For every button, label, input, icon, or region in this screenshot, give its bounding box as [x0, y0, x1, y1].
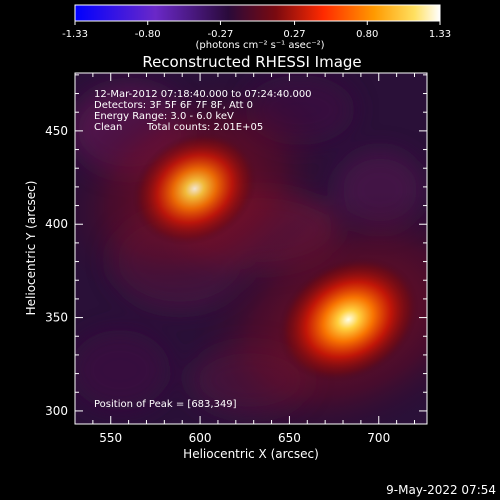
footer-date: 9-May-2022 07:54 — [386, 483, 496, 497]
source-layer — [75, 73, 427, 424]
energy-label: Energy Range: 3.0 - 6.0 keV — [94, 111, 234, 122]
axis-ticks: 550 600 650 700 300 350 400 450 — [45, 73, 427, 445]
chart-title: Reconstructed RHESSI Image — [142, 53, 361, 71]
colorbar-tick-label: -1.33 — [62, 29, 88, 40]
source-1 — [132, 132, 258, 246]
colorbar-tick-label: 0.80 — [356, 29, 378, 40]
colorbar-units: (photons cm⁻² s⁻¹ asec⁻²) — [195, 40, 324, 51]
colorbar — [74, 4, 441, 22]
peak-position-label: Position of Peak = [683,349] — [94, 399, 237, 410]
x-tick-label: 550 — [99, 431, 122, 445]
y-tick-label: 350 — [45, 311, 68, 325]
colorbar-tick-label: -0.80 — [135, 29, 161, 40]
colorbar-ticks: -1.33 -0.80 -0.27 0.27 0.80 1.33 — [62, 21, 451, 40]
method-label: Clean — [94, 122, 122, 133]
time-range-label: 12-Mar-2012 07:18:40.000 to 07:24:40.000 — [94, 89, 312, 100]
y-tick-label: 400 — [45, 217, 68, 231]
colorbar-tick-label: 1.33 — [429, 29, 451, 40]
y-tick-label: 300 — [45, 404, 68, 418]
y-tick-label: 450 — [45, 124, 68, 138]
detectors-label: Detectors: 3F 5F 6F 7F 8F, Att 0 — [94, 100, 253, 111]
y-axis-label: Heliocentric Y (arcsec) — [24, 181, 38, 316]
x-tick-label: 650 — [278, 431, 301, 445]
plot-area — [75, 73, 427, 424]
source-2 — [277, 256, 420, 383]
colorbar-tick-label: 0.27 — [283, 29, 305, 40]
colorbar-tick-label: -0.27 — [208, 29, 234, 40]
x-tick-label: 600 — [189, 431, 212, 445]
counts-label: Total counts: 2.01E+05 — [146, 122, 263, 133]
x-axis-label: Heliocentric X (arcsec) — [183, 447, 319, 461]
x-tick-label: 700 — [367, 431, 390, 445]
